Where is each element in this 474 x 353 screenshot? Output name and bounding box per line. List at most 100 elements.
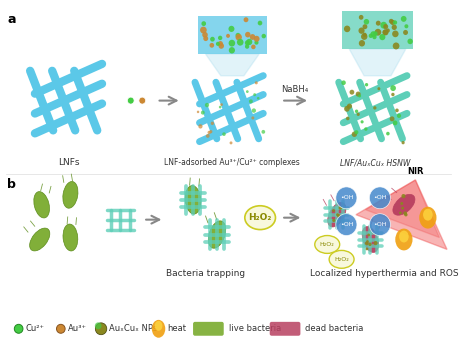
Ellipse shape xyxy=(328,202,346,227)
Ellipse shape xyxy=(369,187,391,209)
Ellipse shape xyxy=(210,43,214,48)
Polygon shape xyxy=(206,54,259,76)
Ellipse shape xyxy=(355,109,358,113)
Ellipse shape xyxy=(250,34,255,40)
Ellipse shape xyxy=(245,44,249,49)
Ellipse shape xyxy=(358,94,361,97)
Ellipse shape xyxy=(344,106,350,112)
Ellipse shape xyxy=(397,114,401,118)
Ellipse shape xyxy=(254,36,260,42)
Ellipse shape xyxy=(399,231,409,243)
Ellipse shape xyxy=(128,97,134,104)
Ellipse shape xyxy=(219,43,224,49)
Ellipse shape xyxy=(355,130,358,134)
Ellipse shape xyxy=(395,229,412,250)
Ellipse shape xyxy=(251,44,255,49)
Ellipse shape xyxy=(245,40,250,46)
Ellipse shape xyxy=(379,34,385,40)
Text: LNF/AuₓCuₓ HSNW: LNF/AuₓCuₓ HSNW xyxy=(340,158,410,167)
Ellipse shape xyxy=(341,80,346,85)
Ellipse shape xyxy=(152,320,165,338)
Ellipse shape xyxy=(198,124,202,128)
Ellipse shape xyxy=(332,209,335,212)
Ellipse shape xyxy=(237,39,244,46)
Ellipse shape xyxy=(249,99,253,103)
Ellipse shape xyxy=(315,235,340,253)
Ellipse shape xyxy=(257,97,259,100)
Ellipse shape xyxy=(359,15,364,20)
Ellipse shape xyxy=(202,32,208,38)
Ellipse shape xyxy=(401,207,404,210)
Ellipse shape xyxy=(373,31,378,36)
Text: LNFs: LNFs xyxy=(58,158,79,167)
Ellipse shape xyxy=(197,110,199,113)
Ellipse shape xyxy=(359,40,365,47)
Ellipse shape xyxy=(337,214,340,217)
Ellipse shape xyxy=(253,93,256,96)
Ellipse shape xyxy=(393,195,415,215)
Ellipse shape xyxy=(364,127,367,131)
Ellipse shape xyxy=(329,250,354,268)
Ellipse shape xyxy=(395,108,399,112)
Ellipse shape xyxy=(363,24,367,29)
Polygon shape xyxy=(356,180,447,250)
Ellipse shape xyxy=(34,192,49,218)
Text: LNF-adsorbed Au³⁺/Cu²⁺ complexes: LNF-adsorbed Au³⁺/Cu²⁺ complexes xyxy=(164,158,299,167)
Ellipse shape xyxy=(356,113,360,116)
FancyBboxPatch shape xyxy=(270,322,301,336)
Text: live bacteria: live bacteria xyxy=(228,324,281,333)
Ellipse shape xyxy=(236,34,242,41)
Ellipse shape xyxy=(347,105,350,108)
Ellipse shape xyxy=(358,28,365,34)
Ellipse shape xyxy=(228,40,235,47)
Ellipse shape xyxy=(399,211,401,214)
Ellipse shape xyxy=(403,30,408,35)
Ellipse shape xyxy=(211,122,214,125)
Ellipse shape xyxy=(209,130,212,133)
Ellipse shape xyxy=(383,24,388,29)
FancyBboxPatch shape xyxy=(342,11,413,49)
Ellipse shape xyxy=(252,108,256,113)
Ellipse shape xyxy=(139,97,146,104)
Text: AuₓCuₓ NPs: AuₓCuₓ NPs xyxy=(109,324,157,333)
Ellipse shape xyxy=(255,81,258,84)
Ellipse shape xyxy=(392,30,399,37)
Text: b: b xyxy=(7,178,16,191)
Ellipse shape xyxy=(356,91,361,97)
Text: H₂O₂: H₂O₂ xyxy=(334,257,349,262)
Ellipse shape xyxy=(336,213,339,216)
Text: Cu²⁺: Cu²⁺ xyxy=(25,324,45,333)
Ellipse shape xyxy=(347,103,352,109)
Polygon shape xyxy=(349,49,406,76)
Ellipse shape xyxy=(336,187,357,209)
Ellipse shape xyxy=(220,103,223,106)
Ellipse shape xyxy=(30,228,50,251)
FancyBboxPatch shape xyxy=(198,16,267,54)
Polygon shape xyxy=(365,180,439,238)
Ellipse shape xyxy=(365,247,368,250)
Text: •OH: •OH xyxy=(340,222,353,227)
Ellipse shape xyxy=(392,25,397,30)
Ellipse shape xyxy=(369,34,373,38)
Ellipse shape xyxy=(155,321,163,331)
Ellipse shape xyxy=(344,25,350,32)
Ellipse shape xyxy=(393,120,397,125)
Text: H₂O₂: H₂O₂ xyxy=(320,242,335,247)
Ellipse shape xyxy=(366,240,369,243)
Ellipse shape xyxy=(365,241,369,245)
Ellipse shape xyxy=(374,241,378,245)
Ellipse shape xyxy=(371,31,376,37)
Ellipse shape xyxy=(363,32,367,37)
Ellipse shape xyxy=(218,36,222,40)
Ellipse shape xyxy=(336,214,357,235)
Ellipse shape xyxy=(255,40,258,45)
Ellipse shape xyxy=(391,93,394,96)
Ellipse shape xyxy=(393,42,400,49)
Text: •OH: •OH xyxy=(340,195,353,201)
Ellipse shape xyxy=(367,234,370,237)
Text: Bacteria trapping: Bacteria trapping xyxy=(166,269,245,278)
Ellipse shape xyxy=(246,39,252,45)
Ellipse shape xyxy=(404,24,409,28)
Ellipse shape xyxy=(383,30,388,35)
Text: NIR: NIR xyxy=(407,167,424,176)
